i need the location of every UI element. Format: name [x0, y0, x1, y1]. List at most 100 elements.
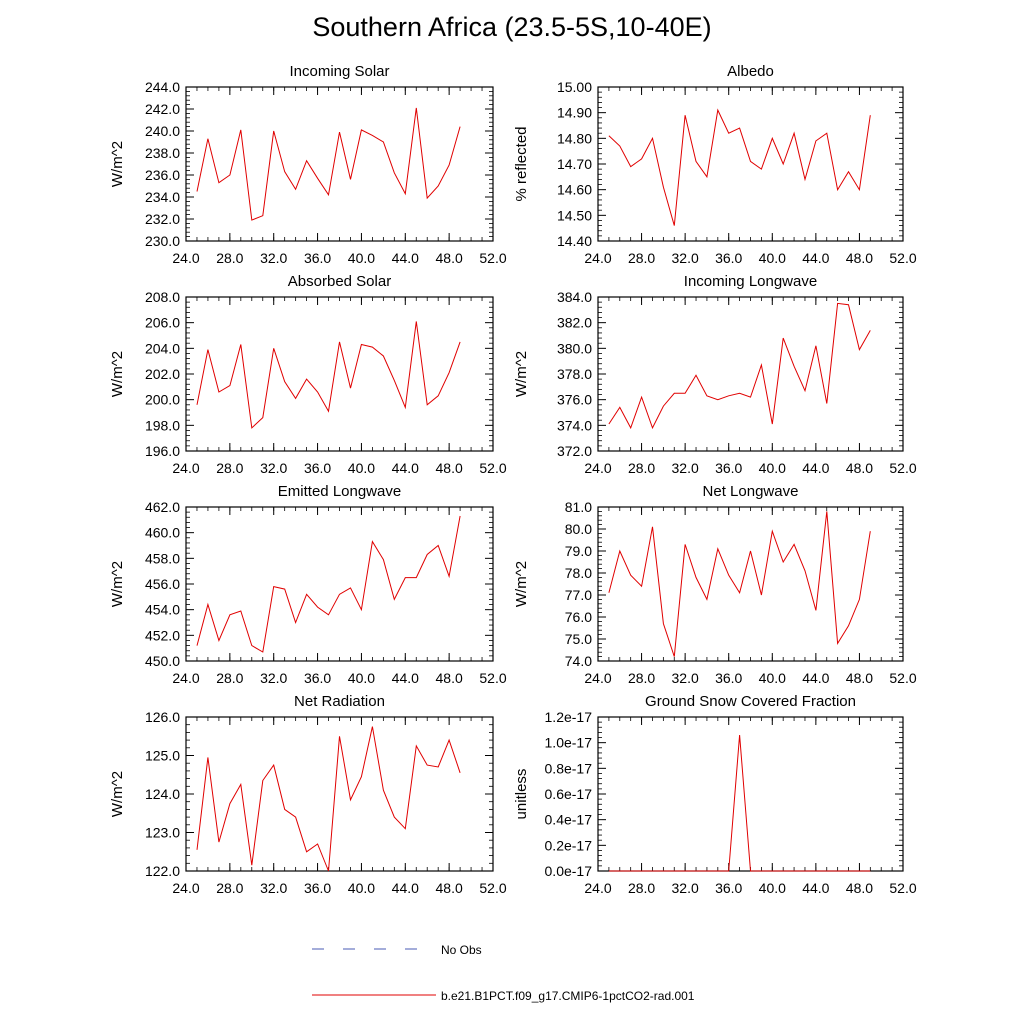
panel-title: Net Longwave — [703, 483, 799, 500]
y-tick-label: 244.0 — [145, 79, 180, 95]
x-tick-label: 24.0 — [172, 880, 199, 896]
y-tick-label: 0.8e-17 — [545, 760, 593, 776]
x-tick-label: 40.0 — [759, 670, 786, 686]
x-tick-label: 36.0 — [304, 880, 331, 896]
series-line — [608, 734, 871, 872]
y-tick-label: 460.0 — [145, 525, 180, 541]
y-tick-label: 450.0 — [145, 653, 180, 669]
x-tick-label: 40.0 — [348, 670, 375, 686]
y-tick-label: 240.0 — [145, 123, 180, 139]
y-tick-label: 14.90 — [557, 105, 592, 121]
x-tick-label: 32.0 — [672, 670, 699, 686]
y-tick-label: 234.0 — [145, 189, 180, 205]
y-tick-label: 124.0 — [145, 786, 180, 802]
panel-title: Incoming Longwave — [684, 273, 817, 290]
y-tick-label: 122.0 — [145, 863, 180, 879]
y-tick-label: 378.0 — [557, 366, 592, 382]
chart-panel: 24.0 28.0 32.0 36.0 40.0 44.0 48.0 52.0 372.0 374… — [513, 273, 917, 476]
x-tick-label: 52.0 — [479, 250, 506, 266]
y-tick-label: 0.4e-17 — [545, 812, 593, 828]
y-tick-label: 238.0 — [145, 145, 180, 161]
x-tick-label: 44.0 — [392, 460, 419, 476]
y-tick-label: 126.0 — [145, 709, 180, 725]
y-tick-label: 1.0e-17 — [545, 735, 593, 751]
series-line — [196, 321, 461, 429]
x-tick-label: 40.0 — [348, 880, 375, 896]
y-tick-label: 454.0 — [145, 602, 180, 618]
x-tick-label: 32.0 — [260, 250, 287, 266]
y-tick-label: 77.0 — [565, 587, 592, 603]
y-tick-label: 384.0 — [557, 289, 592, 305]
x-tick-label: 28.0 — [628, 670, 655, 686]
y-tick-label: 78.0 — [565, 565, 592, 581]
x-tick-label: 24.0 — [584, 670, 611, 686]
x-tick-label: 28.0 — [216, 670, 243, 686]
legend-label-model: b.e21.B1PCT.f09_g17.CMIP6-1pctCO2-rad.00… — [441, 989, 695, 1003]
x-tick-label: 28.0 — [628, 250, 655, 266]
y-axis-label: W/m^2 — [513, 561, 530, 607]
x-tick-label: 48.0 — [846, 670, 873, 686]
x-tick-label: 48.0 — [436, 670, 463, 686]
y-tick-label: 376.0 — [557, 392, 592, 408]
x-tick-label: 44.0 — [392, 880, 419, 896]
x-tick-label: 24.0 — [584, 250, 611, 266]
x-tick-label: 32.0 — [672, 880, 699, 896]
x-tick-label: 28.0 — [216, 250, 243, 266]
y-tick-label: 372.0 — [557, 443, 592, 459]
x-tick-label: 24.0 — [172, 250, 199, 266]
chart-panel: 24.0 28.0 32.0 36.0 40.0 44.0 48.0 52.0 122.0 123… — [109, 693, 507, 896]
y-tick-label: 196.0 — [145, 443, 180, 459]
panel-title: Albedo — [727, 63, 774, 80]
y-tick-label: 242.0 — [145, 101, 180, 117]
x-tick-label: 52.0 — [479, 460, 506, 476]
x-tick-label: 52.0 — [889, 670, 916, 686]
y-tick-label: 208.0 — [145, 289, 180, 305]
y-tick-label: 374.0 — [557, 417, 592, 433]
y-tick-label: 232.0 — [145, 211, 180, 227]
y-tick-label: 80.0 — [565, 521, 592, 537]
y-tick-label: 76.0 — [565, 609, 592, 625]
x-tick-label: 36.0 — [304, 250, 331, 266]
y-tick-label: 81.0 — [565, 499, 592, 515]
x-tick-label: 36.0 — [715, 880, 742, 896]
y-tick-label: 202.0 — [145, 366, 180, 382]
y-tick-label: 14.60 — [557, 182, 592, 198]
series-line — [608, 302, 871, 430]
y-tick-label: 380.0 — [557, 340, 592, 356]
chart-panel: 24.0 28.0 32.0 36.0 40.0 44.0 48.0 52.0 0.0e-17 0… — [513, 693, 917, 896]
chart-panel: 24.0 28.0 32.0 36.0 40.0 44.0 48.0 52.0 74.0 75.0… — [513, 483, 917, 686]
panel-title: Ground Snow Covered Fraction — [645, 693, 856, 710]
y-tick-label: 15.00 — [557, 79, 592, 95]
x-tick-label: 44.0 — [802, 460, 829, 476]
x-tick-label: 48.0 — [846, 880, 873, 896]
x-tick-label: 48.0 — [436, 250, 463, 266]
y-tick-label: 79.0 — [565, 543, 592, 559]
y-tick-label: 458.0 — [145, 550, 180, 566]
x-tick-label: 52.0 — [479, 670, 506, 686]
y-tick-label: 14.40 — [557, 233, 592, 249]
x-tick-label: 48.0 — [436, 460, 463, 476]
series-line — [196, 107, 461, 221]
series-line — [608, 511, 871, 657]
x-tick-label: 44.0 — [802, 670, 829, 686]
panel-title: Net Radiation — [294, 693, 385, 710]
y-tick-label: 74.0 — [565, 653, 592, 669]
y-axis-label: W/m^2 — [109, 351, 126, 397]
plot-frame — [597, 86, 904, 242]
y-tick-label: 125.0 — [145, 748, 180, 764]
plot-frame — [597, 296, 904, 452]
x-tick-label: 32.0 — [260, 460, 287, 476]
x-tick-label: 28.0 — [216, 880, 243, 896]
series-line — [608, 108, 871, 226]
figure-title: Southern Africa (23.5-5S,10-40E) — [312, 12, 712, 42]
y-tick-label: 382.0 — [557, 315, 592, 331]
x-tick-label: 40.0 — [759, 460, 786, 476]
y-tick-label: 452.0 — [145, 627, 180, 643]
y-tick-label: 1.2e-17 — [545, 709, 593, 725]
y-tick-label: 75.0 — [565, 631, 592, 647]
y-tick-label: 200.0 — [145, 392, 180, 408]
y-tick-label: 230.0 — [145, 233, 180, 249]
y-tick-label: 0.0e-17 — [545, 863, 593, 879]
y-tick-label: 236.0 — [145, 167, 180, 183]
plot-frame — [597, 716, 904, 872]
